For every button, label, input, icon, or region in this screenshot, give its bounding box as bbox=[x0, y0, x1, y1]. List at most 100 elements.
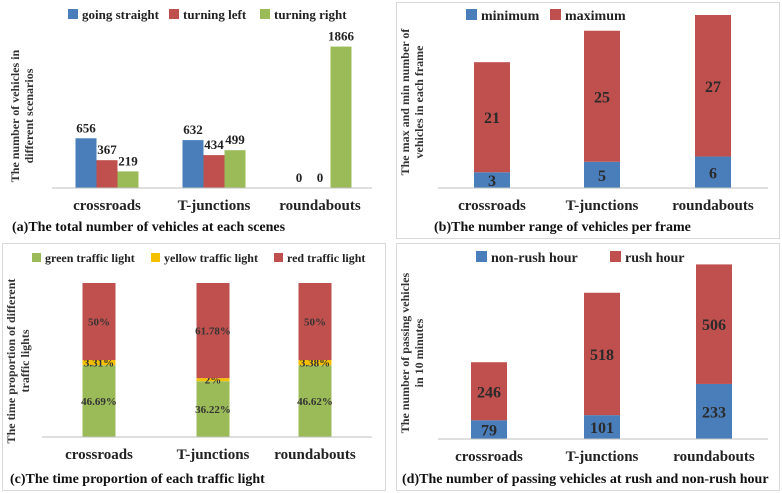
bar-non-rush-hour-t-junctions bbox=[584, 415, 620, 439]
caption-b: (b)The number range of vehicles per fram… bbox=[434, 220, 691, 235]
legend-label-yellow-traffic-light: yellow traffic light bbox=[164, 251, 258, 265]
bar-green-traffic-light-roundabouts bbox=[298, 365, 332, 437]
x-tick-crossroads: crossroads bbox=[458, 198, 526, 214]
data-label-minimum-t-junctions: 5 bbox=[598, 168, 606, 185]
data-label-green-traffic-light-roundabouts: 46.62% bbox=[297, 396, 333, 408]
data-label-non-rush-hour-crossroads: 79 bbox=[481, 423, 497, 440]
legend-label-red-traffic-light: red traffic light bbox=[287, 251, 365, 265]
bar-maximum-t-junctions bbox=[584, 30, 620, 162]
bar-turning-left-crossroads bbox=[96, 160, 118, 188]
data-label-non-rush-hour-roundabouts: 233 bbox=[702, 404, 726, 421]
bar-red-traffic-light-t-junctions bbox=[196, 283, 230, 379]
data-label-turning-left-roundabouts: 0 bbox=[317, 170, 324, 185]
data-label-turning-right-roundabouts: 1866 bbox=[328, 29, 355, 44]
bar-maximum-crossroads bbox=[474, 62, 510, 173]
chart-b: minimum maximum The max and min number of v… bbox=[398, 9, 768, 214]
x-tick-roundabouts: roundabouts bbox=[279, 198, 361, 214]
data-label-non-rush-hour-t-junctions: 101 bbox=[590, 420, 614, 437]
legend-label-turning-left: turning left bbox=[183, 7, 247, 22]
y-axis-label: The time proportion of different bbox=[4, 279, 18, 444]
bar-minimum-t-junctions bbox=[584, 161, 620, 188]
legend-swatch-minimum bbox=[466, 9, 477, 20]
bar-non-rush-hour-roundabouts bbox=[696, 383, 732, 439]
y-axis-label: vehicles in each frame bbox=[412, 45, 426, 159]
data-label-going-straight-crossroads: 656 bbox=[76, 120, 96, 135]
panel-d-frame bbox=[396, 243, 780, 491]
legend-swatch-turning-left bbox=[169, 9, 179, 19]
panel-a: going straight turning left turning right T… bbox=[0, 0, 388, 240]
data-label-going-straight-roundabouts: 0 bbox=[296, 170, 303, 185]
legend-swatch-green-traffic-light bbox=[32, 253, 41, 262]
bar-yellow-traffic-light-crossroads bbox=[82, 360, 116, 366]
x-tick-crossroads: crossroads bbox=[73, 198, 141, 214]
data-label-rush-hour-roundabouts: 506 bbox=[702, 317, 726, 334]
legend-swatch-red-traffic-light bbox=[274, 253, 283, 262]
data-label-green-traffic-light-crossroads: 46.69% bbox=[81, 396, 117, 408]
legend-swatch-going-straight bbox=[68, 9, 78, 19]
data-label-rush-hour-crossroads: 246 bbox=[477, 384, 501, 401]
chart-d: non-rush hour rush hour The number of pass… bbox=[398, 251, 768, 465]
data-label-going-straight-t-junctions: 632 bbox=[183, 122, 203, 137]
bar-going-straight-crossroads bbox=[75, 138, 97, 188]
data-label-red-traffic-light-roundabouts: 50% bbox=[304, 317, 326, 329]
legend-label-turning-right: turning right bbox=[274, 7, 347, 22]
x-tick-t-junctions: T-junctions bbox=[178, 198, 251, 214]
x-tick-t-junctions: T-junctions bbox=[177, 447, 250, 463]
bar-turning-right-crossroads bbox=[117, 171, 139, 188]
bar-non-rush-hour-crossroads bbox=[471, 420, 507, 439]
x-tick-crossroads: crossroads bbox=[65, 447, 133, 463]
bar-yellow-traffic-light-t-junctions bbox=[196, 378, 230, 382]
data-label-turning-left-crossroads: 367 bbox=[97, 142, 117, 157]
data-label-minimum-roundabouts: 6 bbox=[709, 165, 717, 182]
bar-turning-right-t-junctions bbox=[224, 150, 246, 188]
caption-c: (c)The time proportion of each traffic l… bbox=[10, 472, 265, 487]
bar-red-traffic-light-roundabouts bbox=[298, 283, 332, 360]
legend-label-non-rush-hour: non-rush hour bbox=[491, 251, 578, 266]
bar-rush-hour-t-junctions bbox=[584, 292, 620, 416]
panel-b: minimum maximum The max and min number of v… bbox=[396, 0, 782, 240]
bar-rush-hour-roundabouts bbox=[696, 264, 732, 384]
legend-label-minimum: minimum bbox=[481, 9, 540, 24]
bar-minimum-roundabouts bbox=[695, 156, 731, 188]
panel-b-frame bbox=[396, 2, 780, 239]
y-axis-label: The max and min number of bbox=[398, 28, 412, 176]
bar-minimum-crossroads bbox=[474, 172, 510, 188]
x-tick-t-junctions: T-junctions bbox=[566, 198, 639, 214]
x-tick-crossroads: crossroads bbox=[455, 449, 523, 465]
y-axis-label: traffic lights bbox=[18, 329, 32, 392]
caption-d: (d)The number of passing vehicles at rus… bbox=[402, 472, 769, 487]
legend-swatch-yellow-traffic-light bbox=[151, 253, 160, 262]
chart-c: green traffic light yellow traffic light r… bbox=[4, 251, 372, 463]
data-label-red-traffic-light-crossroads: 50% bbox=[88, 317, 110, 329]
x-tick-roundabouts: roundabouts bbox=[672, 198, 754, 214]
legend-swatch-non-rush-hour bbox=[476, 251, 487, 262]
bar-going-straight-t-junctions bbox=[182, 140, 204, 188]
data-label-maximum-crossroads: 21 bbox=[484, 110, 500, 127]
bar-yellow-traffic-light-roundabouts bbox=[298, 360, 332, 366]
x-tick-t-junctions: T-junctions bbox=[566, 449, 639, 465]
y-axis-label: different scenarios bbox=[22, 68, 36, 163]
data-label-maximum-t-junctions: 25 bbox=[594, 89, 610, 106]
y-axis-label: The number of vehicles in bbox=[8, 49, 22, 182]
bar-turning-right-roundabouts bbox=[330, 46, 352, 188]
bar-turning-left-t-junctions bbox=[203, 155, 225, 188]
data-label-turning-left-t-junctions: 434 bbox=[204, 137, 224, 152]
data-label-yellow-traffic-light-crossroads: 3.31% bbox=[84, 358, 114, 370]
data-label-rush-hour-t-junctions: 518 bbox=[590, 347, 614, 364]
panel-d: non-rush hour rush hour The number of pass… bbox=[396, 243, 782, 493]
legend-label-green-traffic-light: green traffic light bbox=[45, 251, 135, 265]
data-label-yellow-traffic-light-roundabouts: 3.38% bbox=[300, 358, 330, 370]
legend-swatch-maximum bbox=[550, 9, 561, 20]
chart-a: going straight turning left turning right T… bbox=[8, 7, 372, 214]
data-label-minimum-crossroads: 3 bbox=[488, 173, 496, 190]
bar-red-traffic-light-crossroads bbox=[82, 283, 116, 360]
data-label-maximum-roundabouts: 27 bbox=[705, 79, 721, 96]
legend-label-maximum: maximum bbox=[565, 9, 626, 24]
bar-maximum-roundabouts bbox=[695, 15, 731, 157]
data-label-turning-right-t-junctions: 499 bbox=[225, 132, 245, 147]
bar-green-traffic-light-t-junctions bbox=[196, 381, 230, 437]
caption-a: (a)The total number of vehicles at each … bbox=[12, 220, 286, 235]
panel-c-frame bbox=[2, 243, 386, 491]
legend-swatch-turning-right bbox=[260, 9, 270, 19]
x-tick-roundabouts: roundabouts bbox=[274, 447, 356, 463]
